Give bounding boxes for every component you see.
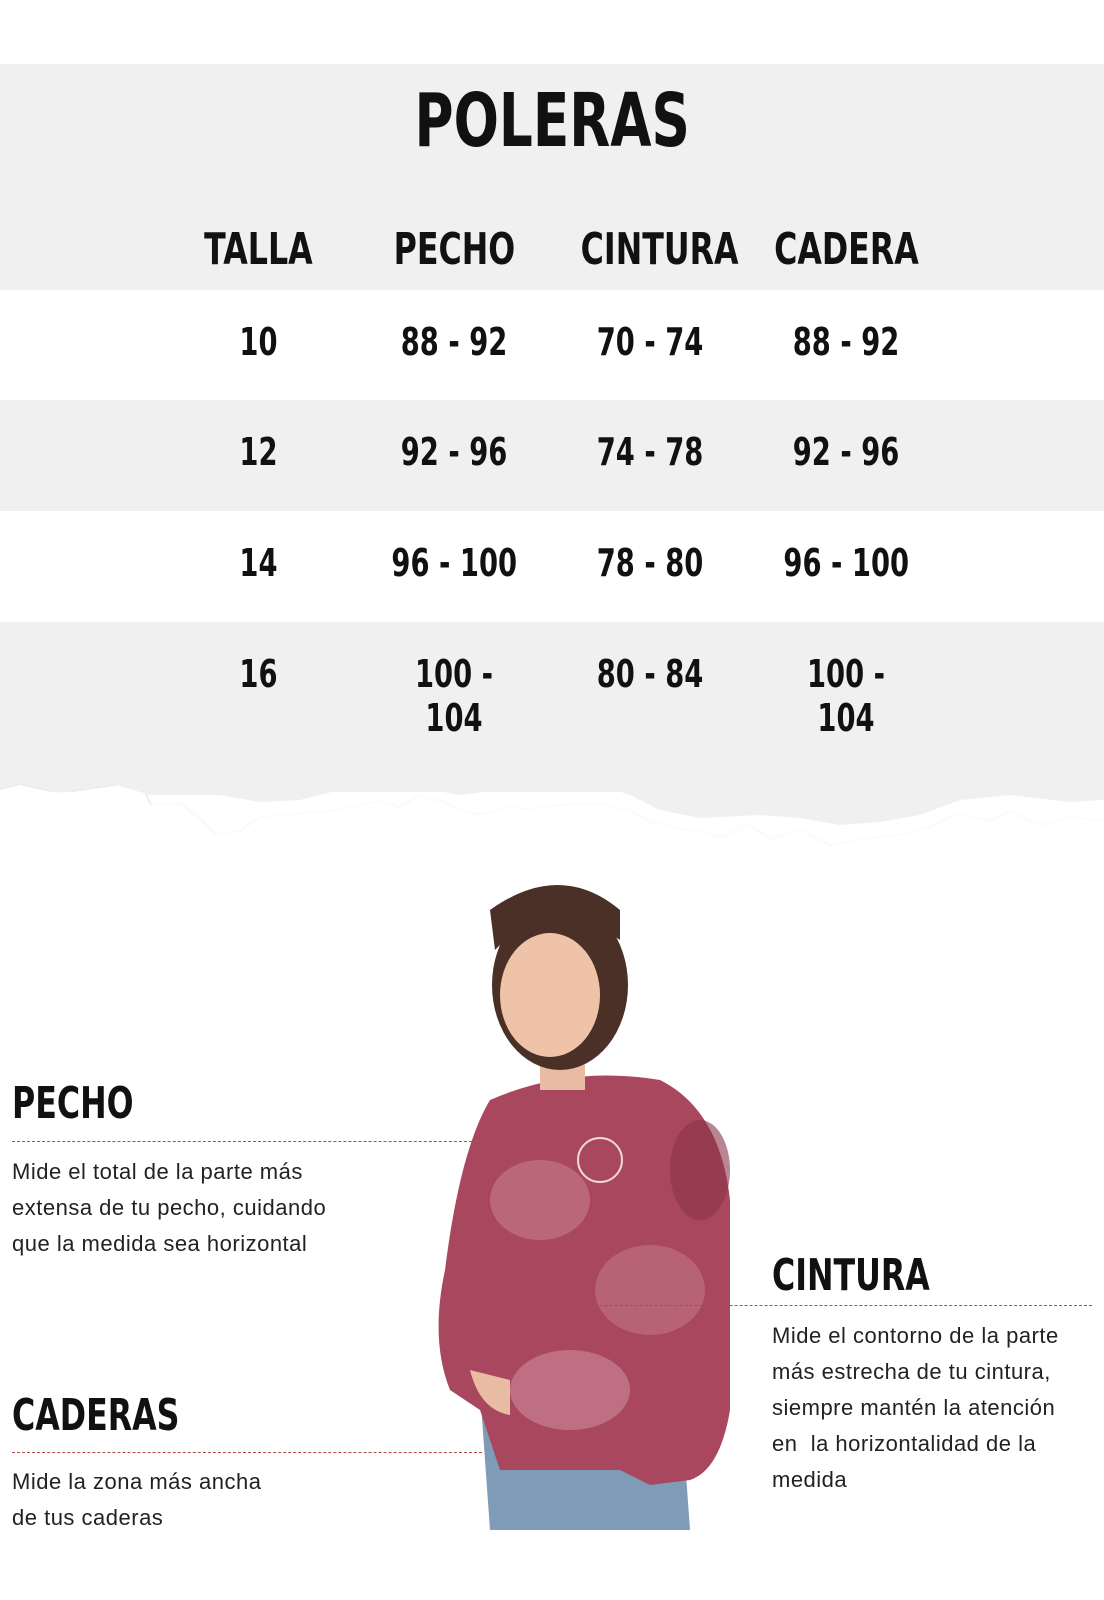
caderas-dashed-line (12, 1452, 482, 1453)
desc-line: Mide el contorno de la parte (772, 1323, 1059, 1348)
shirt-logo (577, 1137, 623, 1183)
header-cintura: CINTURA (550, 224, 750, 275)
header-text: PECHO (393, 224, 515, 275)
cell-text: 70 - 74 (596, 320, 704, 364)
cell-text: 80 - 84 (596, 652, 704, 696)
header-band (0, 64, 1104, 290)
table-row: 14 96 - 100 78 - 80 96 - 100 (0, 511, 1104, 621)
table-cell: 96 - 100 (354, 541, 554, 586)
cell-text: 100 - 104 (414, 652, 493, 740)
row-band-gray (0, 400, 1104, 511)
caderas-label: CADERAS (12, 1390, 180, 1441)
cell-text: 12 (238, 430, 278, 474)
table-cell: 92 - 96 (746, 430, 946, 475)
table-cell: 80 - 84 (550, 652, 750, 697)
table-cell: 12 (158, 430, 358, 475)
table-cell: 74 - 78 (550, 430, 750, 475)
cell-text: 96 - 100 (783, 541, 909, 585)
header-pecho: PECHO (354, 224, 554, 275)
table-cell: 14 (158, 541, 358, 586)
table-cell: 96 - 100 (746, 541, 946, 586)
header-talla: TALLA (158, 224, 358, 275)
desc-line: en la horizontalidad de la (772, 1431, 1037, 1456)
cell-text: 14 (238, 541, 278, 585)
title-text: POLERAS (414, 78, 690, 164)
table-cell: 100 - 104 (746, 652, 946, 741)
cell-text: 10 (238, 320, 278, 364)
table-cell: 100 - 104 (354, 652, 554, 741)
cell-text: 16 (238, 652, 278, 696)
cell-text: 78 - 80 (596, 541, 704, 585)
cell-text: 96 - 100 (391, 541, 517, 585)
page-title: POLERAS (0, 78, 1104, 164)
model-photo (438, 885, 730, 1530)
table-cell: 16 (158, 652, 358, 697)
desc-line: siempre mantén la atención (772, 1395, 1056, 1420)
torn-paper-edge (0, 760, 1104, 870)
pecho-description: Mide el total de la parte más extensa de… (12, 1154, 326, 1262)
table-cell: 70 - 74 (550, 320, 750, 365)
cell-text: 92 - 96 (792, 430, 900, 474)
cell-text: 92 - 96 (400, 430, 508, 474)
header-text: TALLA (203, 224, 313, 275)
cintura-dashed-line (500, 1305, 1092, 1306)
cell-text: 100 - 104 (806, 652, 885, 740)
caderas-description: Mide la zona más ancha de tus caderas (12, 1464, 261, 1536)
cell-text: 74 - 78 (596, 430, 704, 474)
table-row: 12 92 - 96 74 - 78 92 - 96 (0, 400, 1104, 510)
desc-line: de tus caderas (12, 1505, 164, 1530)
header-cadera: CADERA (746, 224, 946, 275)
cell-text: 88 - 92 (400, 320, 508, 364)
table-row: 16 100 - 104 80 - 84 100 - 104 (0, 622, 1104, 740)
table-cell: 10 (158, 320, 358, 365)
desc-line: más estrecha de tu cintura, (772, 1359, 1051, 1384)
table-cell: 78 - 80 (550, 541, 750, 586)
header-text: CADERA (774, 224, 919, 275)
table-row: 10 88 - 92 70 - 74 88 - 92 (0, 290, 1104, 400)
desc-line: que la medida sea horizontal (12, 1231, 308, 1256)
cell-text: 88 - 92 (792, 320, 900, 364)
table-cell: 88 - 92 (354, 320, 554, 365)
table-cell: 92 - 96 (354, 430, 554, 475)
desc-line: extensa de tu pecho, cuidando (12, 1195, 327, 1220)
pecho-label: PECHO (12, 1078, 134, 1129)
cintura-label: CINTURA (772, 1250, 930, 1301)
cintura-description: Mide el contorno de la parte más estrech… (772, 1318, 1059, 1498)
pecho-dashed-line (12, 1141, 482, 1142)
table-cell: 88 - 92 (746, 320, 946, 365)
face (500, 933, 600, 1057)
desc-line: Mide el total de la parte más (12, 1159, 303, 1184)
desc-line: Mide la zona más ancha (12, 1469, 262, 1494)
header-text: CINTURA (580, 224, 739, 275)
desc-line: medida (772, 1467, 848, 1492)
table-header: TALLA PECHO CINTURA CADERA (0, 196, 1104, 306)
